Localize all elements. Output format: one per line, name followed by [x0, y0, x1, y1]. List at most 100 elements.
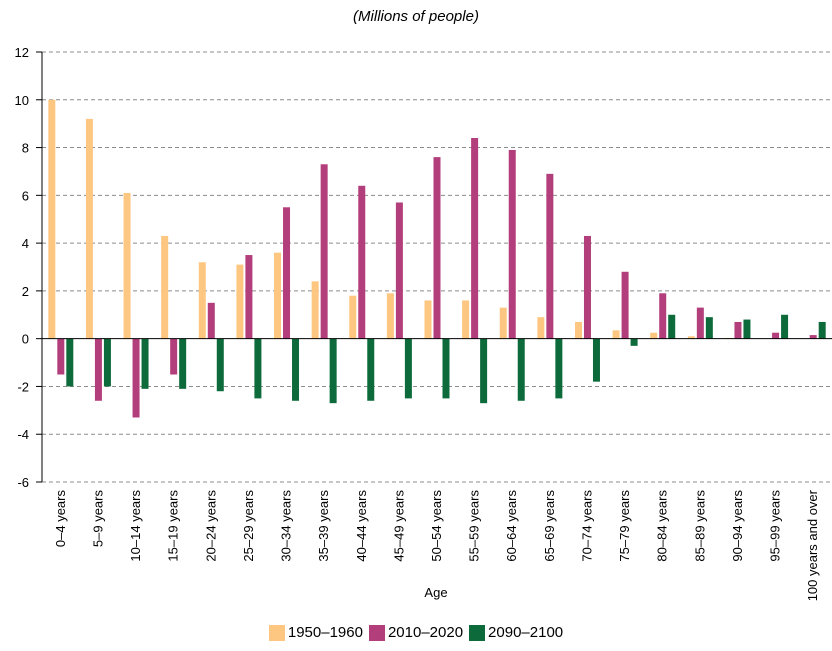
bar: [320, 164, 328, 339]
bar: [480, 338, 488, 404]
bar: [386, 293, 394, 339]
legend-item: 2090–2100: [469, 624, 563, 641]
bar: [574, 321, 582, 339]
legend-item: 2010–2020: [368, 624, 464, 641]
bar: [198, 262, 206, 339]
legend-label: 1950–1960: [287, 624, 363, 641]
bar: [462, 300, 470, 339]
y-tick-label: 12: [15, 45, 29, 60]
bar: [207, 302, 215, 339]
bar: [546, 173, 554, 339]
chart-legend: 1950–1960 2010–2020 2090–2100: [0, 624, 832, 641]
y-tick-label: 8: [22, 141, 29, 156]
bar: [659, 293, 667, 339]
bar: [245, 255, 253, 339]
x-axis-title: Age: [424, 585, 447, 600]
bar: [517, 338, 525, 401]
bar: [170, 338, 178, 375]
bar: [592, 338, 600, 382]
bar: [499, 307, 507, 339]
bar: [48, 99, 56, 339]
bar: [349, 295, 357, 339]
y-tick-label: -2: [17, 379, 29, 394]
bar: [772, 332, 780, 339]
bar: [274, 252, 282, 339]
bar: [668, 314, 676, 339]
bar: [687, 336, 695, 339]
y-tick-label: 0: [22, 332, 29, 347]
x-tick-label: 65–69 years: [542, 490, 557, 562]
bar: [123, 192, 131, 339]
bar: [311, 281, 319, 339]
bar: [471, 138, 479, 339]
bar: [743, 319, 751, 339]
legend-swatch: [268, 624, 285, 641]
x-tick-label: 5–9 years: [90, 490, 105, 548]
legend-label: 2090–2100: [488, 624, 564, 641]
bar: [555, 338, 563, 399]
x-tick-label: 70–74 years: [579, 490, 594, 562]
bar: [283, 207, 291, 339]
bar: [66, 338, 74, 387]
bar: [94, 338, 102, 401]
legend-label: 2010–2020: [387, 624, 464, 641]
bar: [103, 338, 111, 387]
x-tick-label: 85–89 years: [692, 490, 707, 562]
bar: [734, 321, 742, 339]
x-tick-label: 25–29 years: [241, 490, 256, 562]
y-tick-label: 2: [22, 284, 29, 299]
y-tick-label: -4: [17, 427, 29, 442]
bar: [442, 338, 450, 399]
x-tick-label: 95–99 years: [768, 490, 783, 562]
y-tick-label: 4: [22, 236, 29, 251]
x-tick-label: 35–39 years: [316, 490, 331, 562]
x-tick-label: 60–64 years: [504, 490, 519, 562]
x-tick-label: 100 years and over: [805, 489, 820, 601]
bar: [395, 202, 403, 339]
bar: [583, 235, 591, 339]
bar: [537, 317, 545, 339]
y-tick-label: -6: [17, 475, 29, 490]
bar: [141, 338, 149, 389]
bar: [809, 335, 817, 339]
bar: [236, 264, 244, 339]
bar: [132, 338, 140, 418]
x-tick-label: 50–54 years: [429, 490, 444, 562]
x-tick-label: 80–84 years: [655, 490, 670, 562]
bar: [216, 338, 224, 392]
bar: [508, 149, 516, 339]
y-tick-label: 6: [22, 188, 29, 203]
legend-swatch: [368, 624, 385, 641]
legend-swatch: [469, 624, 486, 641]
bar: [179, 338, 187, 389]
bar: [161, 235, 169, 339]
x-tick-label: 0–4 years: [53, 490, 68, 548]
bar: [630, 338, 638, 346]
x-tick-label: 55–59 years: [467, 490, 482, 562]
bar: [57, 338, 65, 375]
bar: [705, 317, 713, 339]
bar: [650, 332, 658, 339]
x-tick-label: 15–19 years: [166, 490, 181, 562]
x-tick-label: 20–24 years: [203, 490, 218, 562]
bar: [433, 157, 441, 339]
x-tick-label: 75–79 years: [617, 490, 632, 562]
bar: [696, 307, 704, 339]
y-tick-label: 10: [15, 93, 29, 108]
bar: [781, 314, 789, 339]
x-tick-label: 30–34 years: [279, 490, 294, 562]
bar: [424, 300, 432, 339]
bar: [367, 338, 375, 401]
bar: [85, 118, 93, 339]
x-tick-label: 10–14 years: [128, 490, 143, 562]
legend-item: 1950–1960: [268, 624, 363, 641]
bar: [404, 338, 412, 399]
chart-subtitle: (Millions of people): [353, 8, 479, 25]
bar: [254, 338, 262, 399]
x-tick-label: 45–49 years: [391, 490, 406, 562]
bar-chart: -6 -4 -2 0 2 4 6 8 10 12 0–4 years 5–9 years 10–14 y…: [15, 45, 832, 601]
bar: [358, 185, 366, 339]
bar: [612, 330, 620, 339]
x-tick-label: 90–94 years: [730, 490, 745, 562]
bar: [292, 338, 300, 401]
